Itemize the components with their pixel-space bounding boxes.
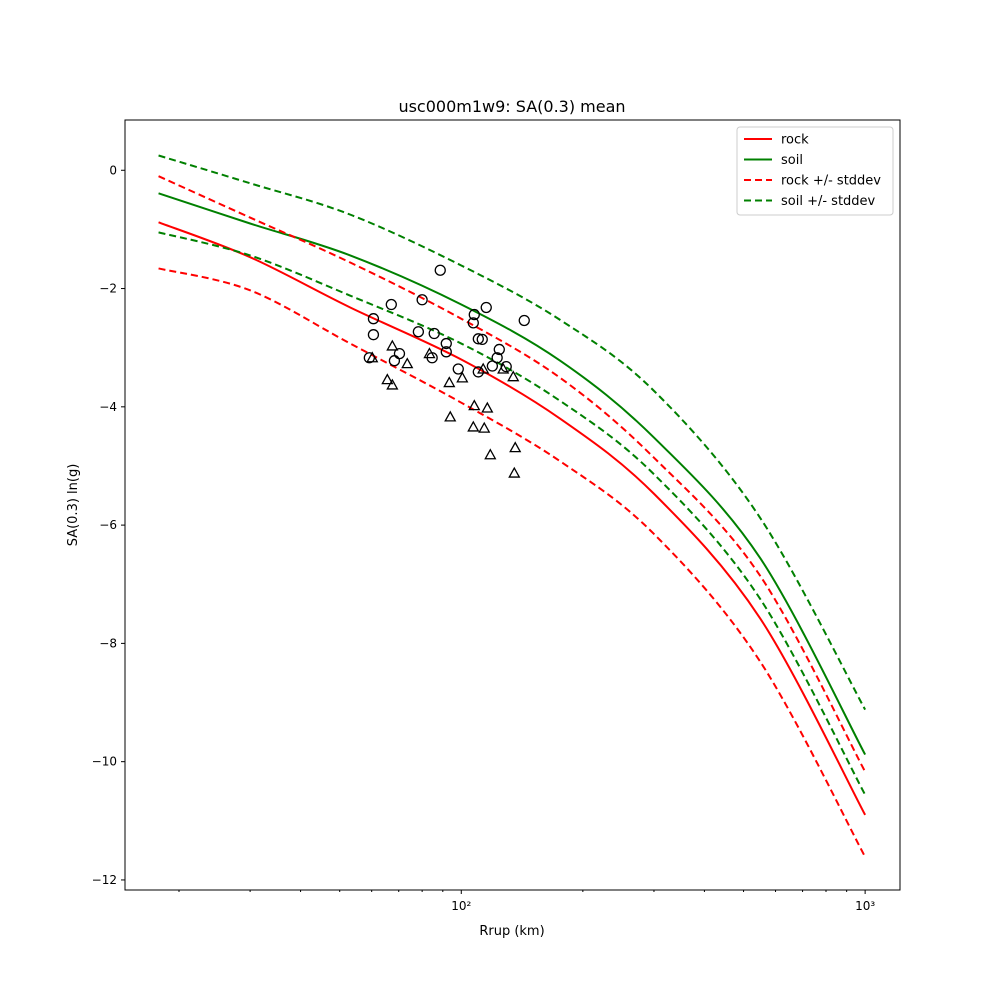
legend-label: soil bbox=[781, 153, 803, 168]
y-axis-label: SA(0.3) ln(g) bbox=[66, 464, 81, 547]
observation-circle bbox=[440, 337, 452, 350]
y-tick-label: −4 bbox=[99, 400, 117, 414]
observation-circle bbox=[476, 333, 488, 346]
observation-triangle bbox=[467, 420, 480, 432]
observation-triangle bbox=[484, 448, 497, 460]
legend-label: soil +/- stddev bbox=[781, 194, 876, 209]
series-line-rock-stddev-lower bbox=[158, 267, 867, 858]
series-line-soil bbox=[158, 192, 867, 756]
observation-triangle bbox=[456, 371, 469, 383]
y-tick-label: −10 bbox=[92, 755, 117, 769]
observation-circle bbox=[480, 301, 492, 314]
axes-frame bbox=[124, 119, 901, 891]
observation-circle bbox=[468, 308, 480, 321]
observation-circle bbox=[367, 313, 380, 325]
observation-circle bbox=[491, 352, 503, 364]
observation-triangle bbox=[386, 378, 399, 390]
observation-circle bbox=[472, 366, 484, 378]
observation-triangle bbox=[381, 373, 394, 385]
legend-label: rock bbox=[781, 133, 809, 148]
observation-triangle bbox=[478, 421, 491, 433]
x-tick-label: 10² bbox=[451, 899, 471, 913]
legend-box bbox=[736, 126, 894, 216]
observation-circle bbox=[440, 346, 452, 358]
observation-triangle bbox=[508, 466, 521, 478]
observation-circle bbox=[472, 333, 484, 345]
observation-triangle bbox=[509, 441, 522, 453]
plot-area: 10² 10³ 0 −2 −4 −6 −8 −10 −12 rock soil rock +/- st… bbox=[92, 119, 901, 913]
observation-circle bbox=[434, 264, 446, 276]
observation-triangle bbox=[443, 376, 456, 388]
chart-title: usc000m1w9: SA(0.3) mean bbox=[398, 97, 625, 116]
observation-triangle bbox=[366, 351, 379, 363]
x-tick-label: 10³ bbox=[855, 899, 875, 913]
observation-circle bbox=[467, 317, 479, 329]
series-line-soil-stddev-lower bbox=[158, 231, 867, 796]
observation-triangle bbox=[481, 401, 494, 413]
observation-circle bbox=[367, 329, 380, 341]
y-tick-label: −8 bbox=[99, 636, 117, 650]
observation-triangle bbox=[386, 339, 399, 351]
series-line-rock bbox=[158, 221, 867, 816]
series-line-soil-stddev bbox=[158, 154, 867, 711]
observation-circle bbox=[428, 327, 440, 340]
observation-circle bbox=[518, 314, 530, 327]
observation-triangle bbox=[477, 362, 490, 374]
y-tick-label: −12 bbox=[92, 873, 117, 887]
x-axis-label: Rrup (km) bbox=[479, 924, 544, 939]
y-tick-label: −6 bbox=[99, 518, 117, 532]
legend: rock soil rock +/- stddev soil +/- stddev bbox=[736, 126, 894, 216]
observation-triangle bbox=[507, 370, 520, 382]
observation-triangle bbox=[468, 399, 481, 411]
observation-circle bbox=[385, 298, 397, 311]
observation-circle bbox=[416, 294, 428, 306]
observation-triangle bbox=[423, 347, 436, 359]
observation-circle bbox=[388, 355, 401, 367]
observation-triangle bbox=[444, 410, 457, 422]
legend-label: rock +/- stddev bbox=[781, 174, 881, 189]
series-group bbox=[158, 154, 867, 858]
y-tick-label: −2 bbox=[99, 282, 117, 296]
observation-circle bbox=[412, 326, 425, 338]
observation-triangle bbox=[497, 362, 510, 374]
observation-circle bbox=[452, 363, 464, 375]
y-tick-label: 0 bbox=[109, 163, 117, 177]
observation-triangle bbox=[401, 357, 414, 369]
observation-circle bbox=[486, 360, 499, 372]
observation-circle bbox=[493, 343, 505, 356]
series-line-rock-stddev bbox=[158, 175, 867, 773]
